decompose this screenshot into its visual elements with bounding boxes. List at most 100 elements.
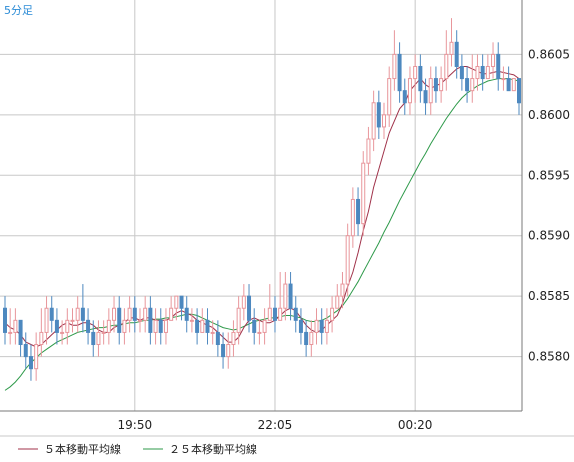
candle xyxy=(28,344,33,381)
candle xyxy=(319,308,324,345)
candle xyxy=(75,296,80,333)
candle-body-down xyxy=(80,307,85,321)
candle-body-down xyxy=(402,90,407,104)
candle-body-down xyxy=(433,78,438,92)
candle xyxy=(278,271,283,321)
candle-body-up xyxy=(106,319,111,333)
candle xyxy=(517,78,521,115)
candle-body-down xyxy=(423,90,428,104)
candle xyxy=(283,271,288,321)
candle xyxy=(324,308,329,345)
candle xyxy=(449,18,454,67)
candle xyxy=(195,308,200,345)
legend-label: ５本移動平均線 xyxy=(44,442,121,456)
moving-average-lines xyxy=(4,66,520,391)
candle xyxy=(91,320,96,357)
candle-body-up xyxy=(75,307,80,321)
candle xyxy=(80,284,85,333)
candle-body-up xyxy=(70,319,75,322)
candle xyxy=(376,90,381,140)
candle-body-down xyxy=(132,307,137,321)
candle xyxy=(18,319,23,357)
candle xyxy=(309,320,314,357)
candle xyxy=(371,90,376,152)
candle-body-up xyxy=(371,102,376,140)
candle-body-down xyxy=(117,307,122,333)
candle xyxy=(148,296,153,345)
candle-body-down xyxy=(215,331,220,346)
candle-body-up xyxy=(236,307,241,333)
candle-body-up xyxy=(257,331,262,334)
candle-body-down xyxy=(18,319,23,346)
candle-body-down xyxy=(319,319,324,333)
candle-body-up xyxy=(407,78,412,104)
candle xyxy=(236,296,241,345)
candle-body-down xyxy=(54,319,59,333)
candle-body-up xyxy=(200,319,205,333)
candle xyxy=(132,296,137,333)
candle-body-up xyxy=(231,331,236,346)
candle-body-up xyxy=(96,331,101,346)
candle-body-up xyxy=(8,331,13,334)
timeframe-label: 5分足 xyxy=(4,4,33,17)
candle xyxy=(335,284,340,309)
candle xyxy=(392,30,397,91)
candle-body-up xyxy=(210,331,215,334)
candle-body-up xyxy=(226,344,231,358)
candle xyxy=(485,54,490,80)
candle xyxy=(439,66,444,103)
candle-body-up xyxy=(366,138,371,164)
ma25-series-line xyxy=(4,78,520,391)
candle-body-down xyxy=(184,307,189,321)
y-tick-label: 0.8600 xyxy=(528,108,570,122)
candle-body-down xyxy=(288,283,293,309)
candle xyxy=(470,54,475,103)
candle xyxy=(496,42,501,91)
candle-body-up xyxy=(101,331,106,334)
candle xyxy=(241,284,246,321)
candle xyxy=(262,308,267,345)
candle-body-up xyxy=(491,53,496,67)
x-tick-label: 00:20 xyxy=(398,418,433,432)
candle xyxy=(491,42,496,79)
candle xyxy=(117,296,122,345)
y-tick-label: 0.8595 xyxy=(528,168,570,182)
candle xyxy=(169,296,174,321)
candle xyxy=(86,308,91,345)
candle xyxy=(444,30,449,91)
y-tick-label: 0.8580 xyxy=(528,350,570,364)
candle xyxy=(70,308,75,333)
candle-body-up xyxy=(267,307,272,321)
candle xyxy=(210,320,215,345)
candle xyxy=(60,320,65,345)
candle-body-up xyxy=(428,78,433,104)
candle-body-down xyxy=(298,319,303,333)
candle xyxy=(122,308,127,345)
candle-body-up xyxy=(350,198,355,237)
candle xyxy=(350,187,355,248)
candles xyxy=(3,18,521,381)
candle-body-down xyxy=(205,319,210,333)
candle-body-up xyxy=(340,283,345,297)
candle-body-up xyxy=(335,295,340,309)
candle xyxy=(158,308,163,345)
candle-body-up xyxy=(382,114,387,128)
legend-label: ２５本移動平均線 xyxy=(169,442,257,456)
candle xyxy=(402,78,407,115)
candle xyxy=(428,66,433,115)
candle-body-up xyxy=(475,65,480,80)
candle-body-down xyxy=(397,53,402,92)
candle xyxy=(163,308,168,345)
candle-body-up xyxy=(189,319,194,322)
candle-body-up xyxy=(330,307,335,321)
candle-body-down xyxy=(356,198,361,225)
candle xyxy=(475,54,480,91)
candle xyxy=(247,284,252,333)
candle xyxy=(293,296,298,333)
candle-body-down xyxy=(496,53,501,80)
candle xyxy=(356,187,361,236)
candle xyxy=(257,320,262,345)
candle xyxy=(506,66,511,92)
candle-body-up xyxy=(387,78,392,116)
candle xyxy=(465,66,470,103)
